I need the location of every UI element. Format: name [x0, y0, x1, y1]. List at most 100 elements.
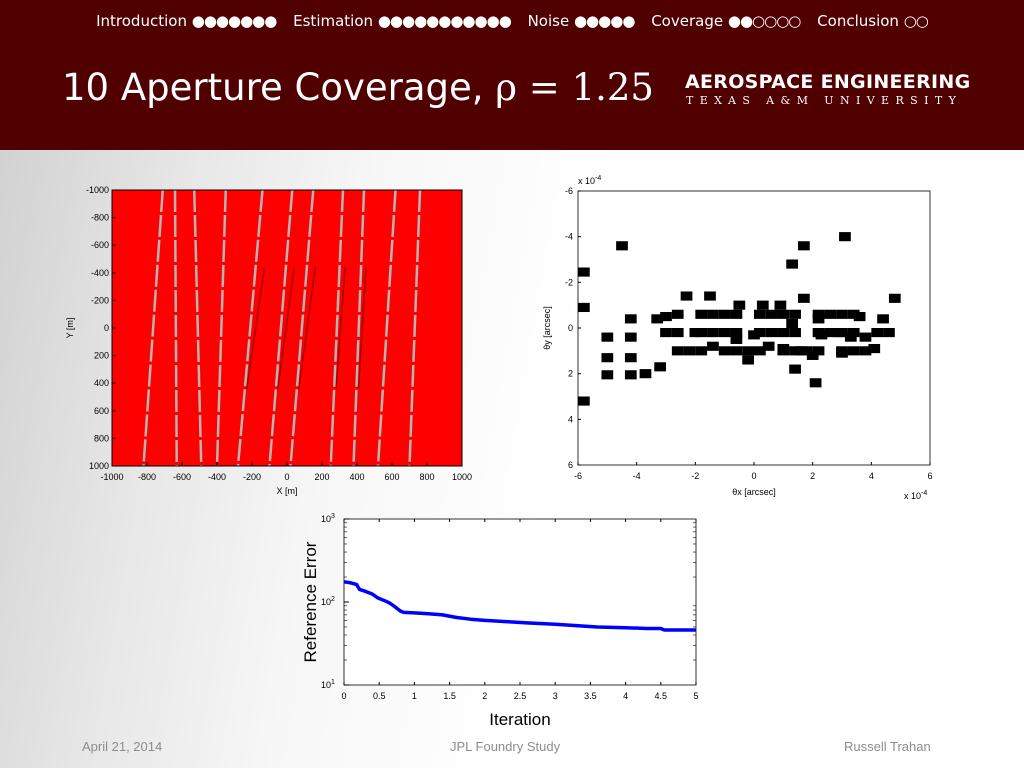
- coverage-cell: [883, 328, 895, 338]
- coverage-cell: [680, 291, 693, 301]
- y-tick-label: -1000: [86, 185, 109, 195]
- coverage-stripe: [173, 189, 178, 467]
- coverage-cell: [578, 302, 590, 313]
- coverage-cell: [742, 355, 754, 365]
- x-tick-label: -800: [138, 472, 156, 482]
- coverage-cell: [756, 300, 769, 310]
- y-tick-label: 101: [321, 679, 335, 690]
- nav-section-conclusion[interactable]: Conclusion ○○: [817, 12, 929, 30]
- coverage-cell: [754, 346, 766, 356]
- coverage-cell: [765, 309, 778, 319]
- coverage-stripe: [376, 189, 397, 467]
- coverage-cell: [730, 346, 743, 356]
- coverage-stripe: [268, 189, 294, 467]
- coverage-cell: [839, 232, 851, 242]
- coverage-cell: [695, 346, 708, 356]
- coverage-cell: [695, 328, 708, 338]
- x-axis-label: θx [arcsec]: [732, 487, 776, 497]
- nav-section-introduction[interactable]: Introduction ●●●●●●●: [96, 12, 277, 30]
- x-tick-label: 200: [314, 472, 329, 482]
- coverage-cell: [786, 318, 798, 328]
- x-tick-label: -200: [243, 472, 261, 482]
- coverage-cell: [836, 309, 848, 319]
- y-tick-label: 103: [321, 513, 335, 524]
- footer-date: April 21, 2014: [82, 739, 163, 754]
- coverage-cell: [809, 378, 822, 388]
- reference-error-chart: 0 0.5 1 1.5 2 2.5 3 3.5 4 4.5 5 101 102 103 Iteration R…: [301, 513, 699, 728]
- nav-section-noise[interactable]: Noise ●●●●●: [527, 12, 636, 30]
- coverage-cell: [888, 293, 901, 303]
- x-axis-label: Iteration: [489, 710, 550, 728]
- coverage-cell: [777, 346, 790, 356]
- coverage-cell: [601, 353, 614, 363]
- coverage-cell: [730, 328, 743, 338]
- coverage-cell: [824, 309, 837, 319]
- coverage-dark-streak: [277, 267, 296, 389]
- x-tick-label: -400: [208, 472, 226, 482]
- coverage-cell: [624, 314, 637, 324]
- coverage-cell: [847, 309, 860, 319]
- footer-title: JPL Foundry Study: [450, 739, 561, 754]
- coverage-cell: [800, 346, 813, 356]
- coverage-cell: [601, 332, 614, 342]
- y-tick-label: 0: [568, 323, 573, 333]
- coverage-cell: [742, 346, 754, 356]
- y-tick-label: -600: [91, 240, 109, 250]
- y-tick-label: 400: [94, 378, 109, 388]
- coverage-cell: [683, 346, 696, 356]
- coverage-stripe: [352, 189, 366, 467]
- y-multiplier-exponent: -4: [595, 175, 601, 182]
- x-tick-label: 6: [927, 471, 932, 481]
- slide-title: 10 Aperture Coverage, ρ = 1.25: [62, 66, 654, 109]
- y-tick-exponent: 1: [331, 679, 335, 686]
- coverage-cell: [859, 332, 872, 342]
- coverage-cell: [789, 346, 801, 356]
- coverage-stripe: [193, 189, 203, 467]
- coverage-cell: [762, 341, 775, 351]
- coverage-cell: [660, 328, 672, 338]
- coverage-background: [112, 190, 462, 466]
- coverage-cell: [707, 309, 719, 319]
- x-tick-label: -2: [691, 471, 699, 481]
- y-tick-exponent: 3: [331, 513, 335, 520]
- coverage-cell: [877, 314, 889, 324]
- x-tick-label: -600: [173, 472, 191, 482]
- x-tick-label: 5: [693, 691, 698, 701]
- coverage-cell: [754, 309, 766, 319]
- x-tick-label: 400: [349, 472, 364, 482]
- y-tick-label: 6: [568, 460, 573, 470]
- coverage-cell: [798, 293, 810, 303]
- coverage-cell: [798, 241, 810, 251]
- coverage-cell: [868, 343, 881, 354]
- coverage-stripe: [142, 189, 164, 467]
- nav-section-estimation[interactable]: Estimation ●●●●●●●●●●●: [293, 12, 512, 30]
- logo-texas-am: TEXAS A&M UNIVERSITY: [686, 94, 963, 107]
- y-axis-label: Reference Error: [301, 541, 320, 662]
- y-tick-label: -200: [91, 295, 109, 305]
- coverage-cell: [639, 369, 652, 379]
- coverage-cell: [859, 346, 872, 356]
- x-tick-label: 4: [869, 471, 874, 481]
- x-tick-label: 2: [482, 691, 487, 701]
- coverage-cell: [660, 312, 672, 322]
- coverage-dark-streak: [246, 267, 266, 389]
- coverage-cell: [671, 346, 684, 356]
- x-tick-label: -1000: [100, 472, 123, 482]
- coverage-dark-streak: [298, 267, 317, 389]
- nav-section-coverage[interactable]: Coverage ●●○○○○: [651, 12, 801, 30]
- coverage-cell: [765, 328, 778, 338]
- error-frame: [343, 518, 697, 686]
- y-tick-label: 2: [568, 369, 573, 379]
- coverage-cell: [836, 328, 848, 338]
- x-tick-label: 1000: [452, 472, 472, 482]
- y-tick-label: 4: [568, 414, 573, 424]
- x-tick-label: 3: [553, 691, 558, 701]
- coverage-cell: [624, 370, 637, 380]
- coverage-cell: [624, 353, 637, 363]
- x-tick-label: -6: [574, 471, 582, 481]
- coverage-cell: [847, 346, 860, 356]
- coverage-cell: [789, 328, 801, 338]
- y-tick-label: -400: [91, 268, 109, 278]
- y-tick-label: 1000: [89, 461, 109, 471]
- coverage-cell: [718, 309, 731, 319]
